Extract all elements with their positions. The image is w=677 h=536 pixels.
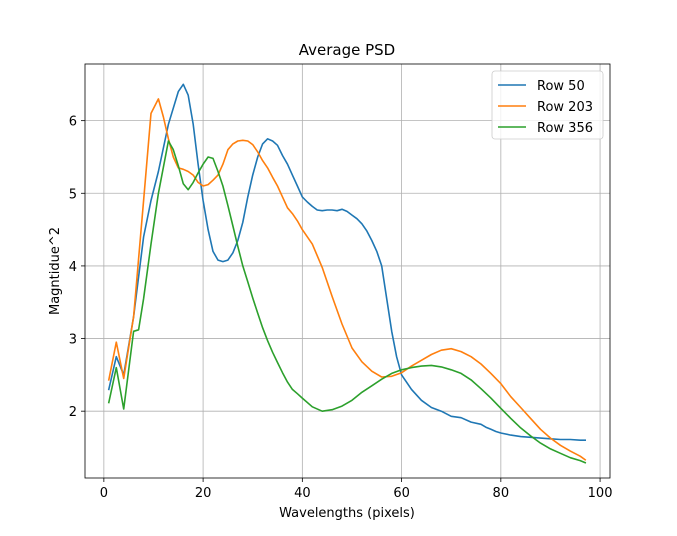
x-axis-ticks: 0 20 40 60 80 100 <box>100 478 613 501</box>
series-line-row-203 <box>107 98 587 461</box>
x-tick-label: 60 <box>393 486 410 501</box>
x-tick-label: 0 <box>100 486 108 501</box>
plot-frame <box>84 63 611 479</box>
y-axis-ticks: 2 3 4 5 6 <box>69 115 85 420</box>
y-tick-label: 3 <box>69 333 77 348</box>
series-layer <box>107 83 587 464</box>
x-tick-label: 40 <box>294 486 311 501</box>
series-line-row-356 <box>107 140 587 464</box>
legend-label: Row 50 <box>537 79 585 94</box>
y-tick-label: 6 <box>69 115 77 130</box>
y-tick-label: 2 <box>69 405 77 420</box>
y-axis-label: Magntidue^2 <box>48 227 63 315</box>
x-axis-label: Wavelengths (pixels) <box>279 506 415 521</box>
legend-label: Row 203 <box>537 100 593 115</box>
legend-label: Row 356 <box>537 121 593 136</box>
y-tick-label: 4 <box>69 260 77 275</box>
y-tick-label: 5 <box>69 187 77 202</box>
chart-title: Average PSD <box>299 41 395 59</box>
x-tick-label: 100 <box>588 486 613 501</box>
x-tick-label: 80 <box>493 486 510 501</box>
legend-box <box>491 70 604 140</box>
legend: Row 50 Row 203 Row 356 <box>491 70 604 140</box>
series-line-row-50 <box>107 83 587 442</box>
x-tick-label: 20 <box>195 486 212 501</box>
